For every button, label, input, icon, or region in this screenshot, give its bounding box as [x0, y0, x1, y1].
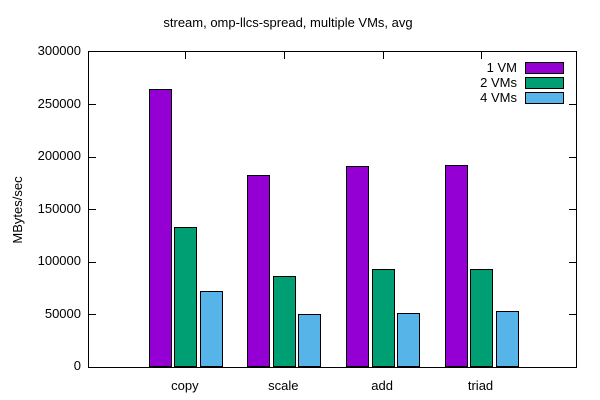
legend-row: 4 VMs — [480, 89, 564, 105]
x-category-label: triad — [467, 378, 494, 393]
legend-row: 1 VM — [486, 59, 564, 75]
bar-triad-2-vms — [470, 269, 494, 367]
y-tick-mark — [89, 261, 96, 263]
bar-triad-4-vms — [495, 311, 519, 367]
y-tick-mark — [89, 156, 96, 158]
y-tick-mark-mirror — [569, 261, 576, 263]
y-tick-label: 300000 — [37, 43, 81, 58]
x-tick-mark-top — [185, 52, 187, 59]
bar-add-1-vm — [346, 166, 370, 367]
plot-area: 1 VM 2 VMs 4 VMs — [88, 51, 577, 368]
y-tick-mark — [89, 209, 96, 210]
legend-label: 1 VM — [486, 59, 517, 75]
y-tick-label: 100000 — [37, 253, 81, 268]
y-tick-label: 200000 — [37, 148, 81, 163]
legend-swatch — [525, 61, 564, 74]
bar-scale-2-vms — [272, 276, 296, 367]
bar-scale-4-vms — [298, 314, 322, 367]
x-category-label: scale — [268, 378, 299, 393]
bar-add-2-vms — [371, 269, 395, 367]
y-tick-mark-mirror — [569, 209, 576, 210]
chart-title: stream, omp-llcs-spread, multiple VMs, a… — [163, 15, 413, 30]
y-tick-label: 250000 — [37, 95, 81, 111]
bar-copy-1-vm — [148, 89, 172, 367]
x-tick-mark-top — [481, 52, 483, 59]
bar-scale-1-vm — [247, 175, 271, 367]
bar-add-4-vms — [397, 313, 421, 367]
legend-swatch — [525, 76, 564, 89]
x-tick-mark-top — [382, 52, 384, 59]
y-tick-mark-mirror — [569, 156, 576, 158]
bar-copy-4-vms — [199, 291, 223, 367]
y-tick-mark — [89, 314, 96, 315]
legend-label: 2 VMs — [480, 74, 517, 90]
y-tick-mark-mirror — [569, 314, 576, 315]
y-tick-label: 50000 — [44, 305, 81, 321]
x-category-label: copy — [171, 378, 199, 393]
bar-copy-2-vms — [174, 227, 198, 367]
legend-label: 4 VMs — [480, 89, 517, 105]
x-category-label: add — [371, 378, 393, 393]
legend-row: 2 VMs — [480, 74, 564, 90]
y-tick-label: 150000 — [37, 200, 81, 216]
bar-triad-1-vm — [444, 165, 468, 367]
y-tick-mark — [89, 104, 96, 105]
legend-swatch — [525, 91, 564, 104]
y-tick-label: 0 — [73, 358, 81, 373]
y-tick-mark-mirror — [569, 104, 576, 105]
x-tick-mark-top — [283, 52, 285, 59]
